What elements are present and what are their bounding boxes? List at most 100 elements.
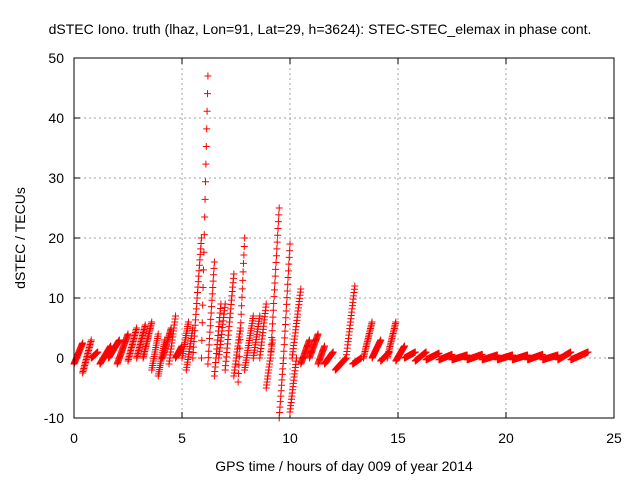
data-points [70, 72, 592, 422]
data-point [238, 302, 246, 310]
data-point [202, 160, 210, 168]
data-point [199, 301, 207, 309]
data-point [201, 195, 209, 203]
data-point [203, 125, 211, 133]
data-point [284, 267, 292, 275]
data-point [234, 378, 242, 386]
data-point [204, 354, 212, 362]
x-tick-label: 25 [606, 430, 622, 446]
data-point [285, 260, 293, 268]
data-point [282, 307, 290, 315]
data-point [270, 286, 278, 294]
data-point [249, 312, 257, 320]
data-point [267, 354, 275, 362]
data-point [392, 318, 400, 326]
data-point [268, 334, 276, 342]
data-point [377, 336, 385, 344]
data-point [283, 294, 291, 302]
data-point [210, 264, 218, 272]
data-point [280, 347, 288, 355]
data-point [268, 327, 276, 335]
data-point [269, 313, 277, 321]
y-tick-label: 0 [56, 350, 64, 366]
data-point [172, 312, 180, 320]
data-point [206, 335, 214, 342]
data-point [275, 204, 283, 212]
x-axis-label: GPS time / hours of day 009 of year 2014 [215, 458, 473, 474]
data-point [240, 242, 248, 250]
data-point [241, 234, 249, 242]
data-point [206, 322, 214, 330]
data-point [305, 336, 313, 344]
data-point [286, 240, 294, 248]
data-point [283, 287, 291, 295]
data-point [236, 327, 244, 335]
data-point [197, 234, 205, 242]
data-point [79, 339, 87, 347]
data-point [274, 231, 282, 239]
data-point [281, 327, 289, 335]
data-point [285, 253, 293, 261]
data-point [236, 344, 244, 352]
data-point [94, 348, 102, 356]
data-point [422, 348, 430, 356]
data-point [237, 319, 245, 327]
x-tick-label: 15 [390, 430, 406, 446]
data-point [280, 354, 288, 362]
data-point [281, 334, 289, 342]
data-point [269, 320, 277, 328]
data-point [204, 90, 212, 98]
data-point [236, 336, 244, 344]
data-point [351, 282, 359, 290]
y-tick-label: 20 [48, 230, 64, 246]
data-point [154, 330, 162, 338]
data-point [124, 330, 132, 338]
data-point [198, 319, 206, 327]
data-point [207, 315, 215, 323]
data-point [272, 252, 280, 260]
x-tick-label: 0 [70, 430, 78, 446]
data-point [267, 340, 275, 348]
data-point [148, 318, 156, 326]
data-point [235, 370, 243, 378]
y-tick-label: 40 [48, 110, 64, 126]
data-point [209, 284, 217, 291]
data-point [198, 336, 206, 344]
data-point [237, 310, 245, 318]
data-point [267, 347, 275, 355]
data-point [435, 349, 443, 357]
data-point [202, 143, 210, 150]
data-point [271, 272, 279, 280]
data-point [184, 318, 192, 326]
data-point [411, 348, 419, 356]
data-point [87, 336, 95, 344]
data-point [206, 328, 214, 336]
data-point [271, 279, 279, 287]
data-point [230, 270, 238, 278]
y-axis-label: dSTEC / TECUs [12, 187, 28, 289]
data-point [235, 353, 243, 361]
data-point [314, 330, 322, 338]
data-point [115, 336, 123, 344]
data-point [221, 300, 229, 308]
data-point [239, 276, 247, 284]
data-point [200, 231, 208, 239]
data-point [269, 306, 277, 314]
data-point [203, 107, 211, 115]
data-point [283, 300, 291, 308]
data-point [239, 268, 247, 276]
tick-labels: 0 5 10 15 20 25 -10 0 10 20 30 40 50 [44, 50, 622, 446]
data-point [262, 300, 270, 308]
data-point [238, 293, 246, 301]
data-point [297, 285, 305, 293]
data-point [275, 211, 283, 219]
data-point [210, 258, 218, 266]
data-point [209, 277, 217, 285]
y-tick-label: 50 [48, 50, 64, 66]
data-point [274, 218, 282, 226]
data-point [567, 348, 575, 356]
data-point [272, 259, 280, 267]
data-point [208, 296, 216, 304]
data-point [368, 318, 376, 326]
